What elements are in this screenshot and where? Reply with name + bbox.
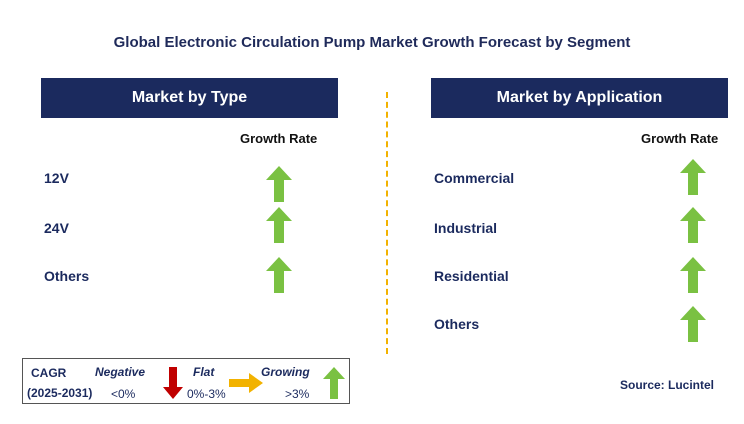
legend-period: (2025-2031) (27, 386, 93, 400)
panel-divider (386, 92, 388, 354)
market-by-application-header: Market by Application (431, 78, 728, 118)
growing-arrow-icon (266, 166, 292, 202)
type-row-12v-label: 12V (44, 170, 69, 186)
type-row-24v-label: 24V (44, 220, 69, 236)
source-note: Source: Lucintel (620, 378, 715, 392)
legend-negative-value: <0% (111, 387, 136, 401)
market-by-type-header: Market by Type (41, 78, 338, 118)
legend-negative-label: Negative (95, 365, 146, 379)
legend-growing-value: >3% (285, 387, 310, 401)
legend-flat-value: 0%-3% (187, 387, 226, 401)
growing-arrow-icon (266, 207, 292, 243)
growth-rate-label-application: Growth Rate (641, 131, 719, 146)
growing-arrow-icon (680, 306, 706, 342)
application-row-others-label: Others (434, 316, 480, 332)
application-row-industrial-label: Industrial (434, 220, 498, 236)
application-row-residential-label: Residential (434, 268, 509, 284)
flat-arrow-icon (229, 373, 263, 393)
market-by-type-header-label: Market by Type (131, 89, 248, 106)
growing-arrow-icon (680, 207, 706, 243)
legend-growing-label: Growing (261, 365, 310, 379)
legend-cagr-label: CAGR (31, 366, 67, 380)
legend-flat-label: Flat (193, 365, 215, 379)
market-by-application-header-label: Market by Application (496, 89, 663, 106)
growing-arrow-icon (266, 257, 292, 293)
growth-rate-label-type: Growth Rate (240, 131, 318, 146)
chart-title: Global Electronic Circulation Pump Marke… (113, 34, 631, 51)
growing-arrow-icon (680, 257, 706, 293)
cagr-legend: CAGR (2025-2031) Negative <0% Flat 0%-3%… (22, 358, 350, 404)
type-row-others-label: Others (44, 268, 90, 284)
negative-arrow-icon (163, 367, 183, 399)
growing-arrow-icon (680, 159, 706, 195)
growing-arrow-icon (323, 367, 345, 399)
application-row-commercial-label: Commercial (434, 170, 515, 186)
